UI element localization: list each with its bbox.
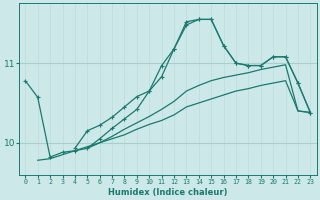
- X-axis label: Humidex (Indice chaleur): Humidex (Indice chaleur): [108, 188, 228, 197]
